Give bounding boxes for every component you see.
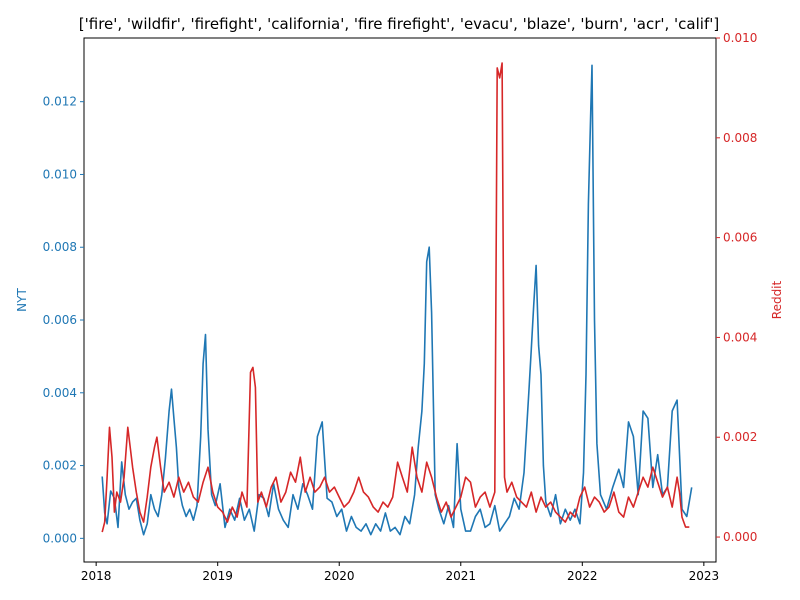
axes-frame [83,37,717,563]
series-line-reddit [101,62,690,533]
y-left-tick-label: 0.010 [43,167,77,181]
y-axis-left: 0.000 0.002 0.004 0.006 0.008 0.010 0.012 [43,95,84,545]
y-axis-right: 0.000 0.002 0.004 0.006 0.008 0.010 [716,31,757,544]
series-layer [101,62,693,536]
y-axis-left-label: NYT [15,288,29,312]
y-right-tick-label: 0.008 [723,131,757,145]
y-right-tick-label: 0.000 [723,530,757,544]
y-left-tick-label: 0.008 [43,240,77,254]
x-tick-label: 2021 [445,569,476,583]
x-axis: 2018 2019 2020 2021 2022 2023 [81,562,719,583]
y-left-tick-label: 0.002 [43,459,77,473]
x-tick-label: 2019 [202,569,233,583]
x-tick-label: 2023 [689,569,720,583]
y-left-tick-label: 0.006 [43,313,77,327]
x-tick-label: 2018 [81,569,112,583]
y-right-tick-label: 0.002 [723,430,757,444]
x-tick-label: 2020 [324,569,355,583]
y-right-tick-label: 0.004 [723,330,757,344]
y-left-tick-label: 0.000 [43,531,77,545]
series-line-nyt [101,64,693,536]
y-right-tick-label: 0.010 [723,31,757,45]
chart-title: ['fire', 'wildfir', 'firefight', 'califo… [79,15,719,33]
plot-area [83,37,717,563]
x-tick-label: 2022 [567,569,598,583]
y-left-tick-label: 0.012 [43,95,77,109]
y-right-tick-label: 0.006 [723,231,757,245]
y-axis-right-label: Reddit [770,280,784,319]
y-left-tick-label: 0.004 [43,386,77,400]
